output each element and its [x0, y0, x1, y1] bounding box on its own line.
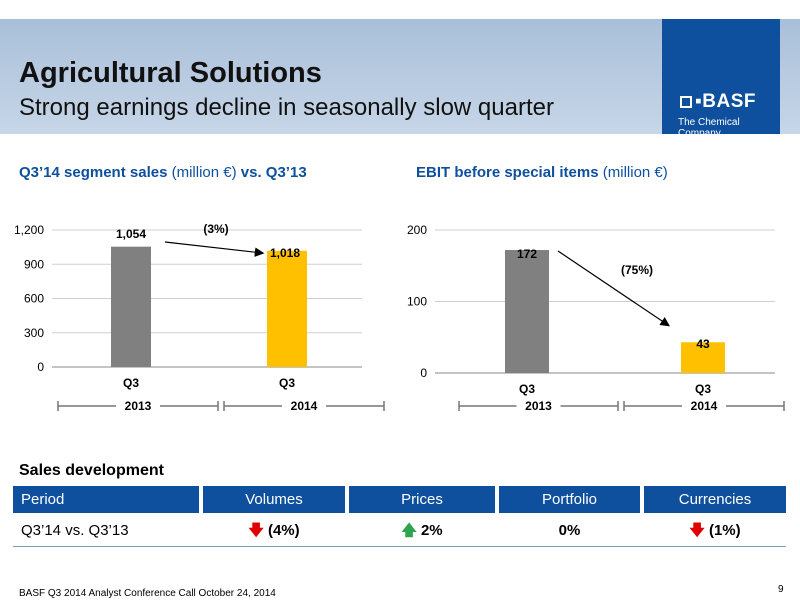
bar — [111, 246, 151, 367]
page-title: Agricultural Solutions — [19, 57, 322, 89]
sales-heading-unit: (million €) — [167, 164, 241, 181]
ebit-chart-heading: EBIT before special items (million €) — [416, 164, 668, 181]
table-header-prices: Prices — [349, 486, 495, 513]
table-row-divider — [13, 546, 786, 547]
bar-value-label: 1,054 — [116, 227, 146, 241]
bar-value-label: 1,018 — [270, 246, 300, 260]
table-cell-volumes: 🡇 (4%) — [203, 516, 345, 546]
y-tick-label: 0 — [420, 366, 427, 380]
sales-development-table: Period Volumes Prices Portfolio Currenci… — [13, 486, 786, 550]
x-category-label: Q3 — [279, 376, 295, 390]
page-subtitle: Strong earnings decline in seasonally sl… — [19, 94, 554, 121]
table-header-currencies: Currencies — [644, 486, 786, 513]
logo-name: BASF — [702, 91, 756, 112]
bar — [505, 250, 549, 373]
currencies-value: (1%) — [708, 522, 741, 539]
y-tick-label: 200 — [407, 223, 427, 237]
x-category-label: Q3 — [519, 382, 535, 396]
group-label: 2013 — [125, 399, 152, 413]
page-number: 9 — [778, 584, 784, 595]
table-cell-prices: 🡅 2% — [349, 516, 495, 546]
group-label-bg — [282, 398, 326, 413]
arrow-up-icon: 🡅 — [401, 522, 417, 539]
bar — [267, 250, 307, 367]
table-header-volumes: Volumes — [203, 486, 345, 513]
table-cell-portfolio: 0% — [499, 516, 640, 546]
sales-chart-heading: Q3’14 segment sales (million €) vs. Q3’1… — [19, 164, 307, 181]
ebit-bar-chart: 0 100 200 172 Q3 43 Q3 2013 2014 (75%) — [407, 223, 785, 413]
group-label: 2014 — [691, 399, 718, 413]
y-tick-label: 900 — [24, 257, 44, 271]
volumes-value: (4%) — [267, 522, 300, 539]
arrow-down-icon: 🡇 — [248, 522, 264, 539]
bar-value-label: 43 — [696, 337, 710, 351]
y-tick-label: 100 — [407, 295, 427, 309]
sales-development-title: Sales development — [19, 462, 164, 479]
change-arrow — [557, 250, 670, 327]
prices-value: 2% — [420, 522, 443, 539]
table-header-portfolio: Portfolio — [499, 486, 640, 513]
logo-dot-icon: ▪ — [695, 91, 703, 112]
table-cell-period: Q3’14 vs. Q3’13 — [21, 522, 129, 539]
logo-tagline: The Chemical Company — [678, 117, 740, 139]
table-cell-currencies: 🡇 (1%) — [644, 516, 786, 546]
group-label-bg — [516, 398, 561, 413]
logo-wordmark: ▪BASF — [680, 91, 756, 113]
sales-heading-bold: Q3’14 segment sales — [19, 164, 168, 181]
bar — [681, 342, 725, 373]
table-header-period: Period — [13, 486, 199, 513]
arrow-down-icon: 🡇 — [689, 522, 705, 539]
bar-value-label: 172 — [517, 247, 537, 261]
y-tick-label: 300 — [24, 326, 44, 340]
sales-bar-chart: 0 300 600 900 1,200 1,054 Q3 1,018 Q3 2013 2014 (3%… — [14, 222, 385, 413]
portfolio-value: 0% — [558, 522, 581, 539]
y-tick-label: 1,200 — [14, 223, 44, 237]
sales-heading-compare: vs. Q3’13 — [240, 164, 307, 181]
ebit-heading-unit: (million €) — [598, 164, 668, 181]
change-label: (3%) — [203, 222, 228, 236]
logo-square-icon — [680, 96, 692, 108]
ebit-heading-bold: EBIT before special items — [416, 164, 599, 181]
change-label: (75%) — [621, 263, 653, 277]
group-label: 2014 — [291, 399, 318, 413]
basf-logo: ▪BASF The Chemical Company — [662, 19, 780, 139]
x-category-label: Q3 — [123, 376, 139, 390]
footer-text: BASF Q3 2014 Analyst Conference Call Oct… — [19, 588, 276, 599]
change-arrow — [164, 241, 265, 257]
y-tick-label: 0 — [37, 360, 44, 374]
group-label-bg — [682, 398, 726, 413]
group-label: 2013 — [525, 399, 552, 413]
group-label-bg — [116, 398, 160, 413]
x-category-label: Q3 — [695, 382, 711, 396]
y-tick-label: 600 — [24, 292, 44, 306]
